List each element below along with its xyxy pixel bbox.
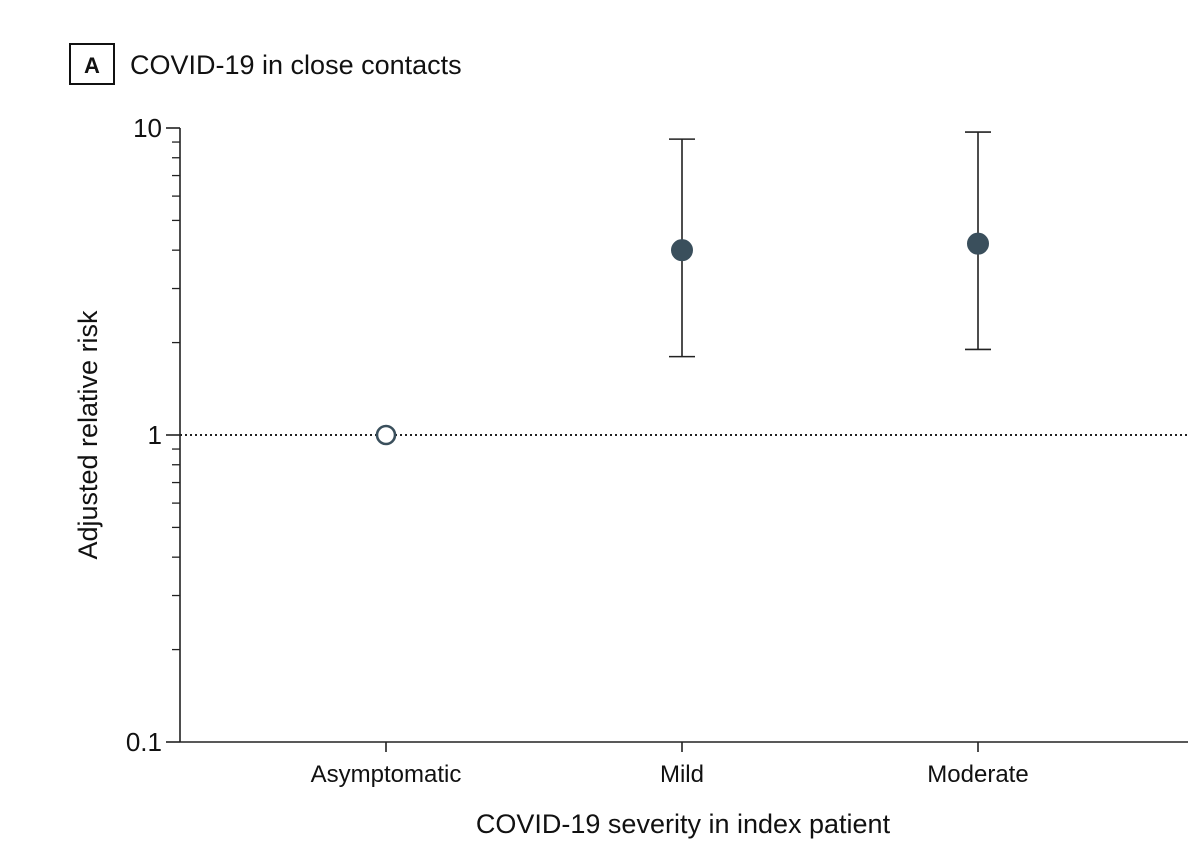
x-tick-label-1: Mild — [660, 761, 704, 788]
data-points — [375, 131, 991, 446]
x-tick-label-0: Asymptomatic — [311, 761, 462, 788]
panel-title: COVID-19 in close contacts — [130, 50, 462, 80]
asymptomatic-point — [375, 424, 397, 446]
moderate-point — [967, 232, 989, 255]
x-axis-label: COVID-19 severity in index patient — [476, 809, 891, 839]
y-tick-label-2: 10 — [133, 113, 162, 143]
y-tick-label-0: 0.1 — [126, 727, 162, 757]
x-ticks: Asymptomatic Mild Moderate — [311, 742, 1029, 788]
y-axis-label: Adjusted relative risk — [73, 310, 103, 560]
x-tick-label-2: Moderate — [927, 761, 1028, 788]
y-ticks: 0.1 1 10 — [126, 113, 180, 757]
panel-label: A COVID-19 in close contacts — [69, 43, 462, 85]
panel-letter: A — [84, 53, 100, 78]
mild-point — [671, 239, 693, 262]
panel-letter-box — [69, 43, 115, 85]
y-tick-label-1: 1 — [148, 420, 162, 450]
